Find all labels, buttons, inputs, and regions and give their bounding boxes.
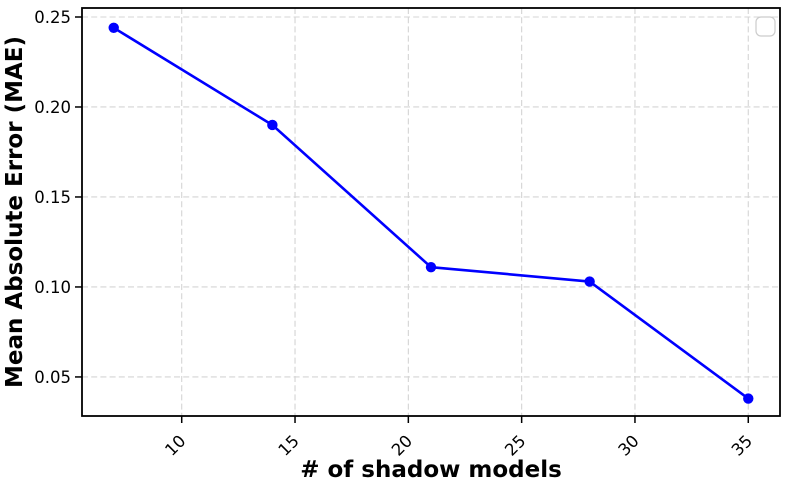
legend-box xyxy=(755,16,776,37)
x-axis-label: # of shadow models xyxy=(300,457,562,483)
y-tick-label: 0.25 xyxy=(34,8,71,27)
data-point xyxy=(743,393,754,404)
y-tick-label: 0.20 xyxy=(34,98,71,117)
data-point xyxy=(425,261,437,273)
axes-spines xyxy=(81,7,781,417)
data-point xyxy=(584,276,595,287)
y-tick-label: 0.10 xyxy=(34,278,71,297)
data-point xyxy=(267,119,278,131)
y-tick-label: 0.05 xyxy=(34,368,71,387)
data-point xyxy=(108,22,119,33)
y-axis-label: Mean Absolute Error (MAE) xyxy=(2,36,28,388)
y-tick-label: 0.15 xyxy=(34,188,71,207)
